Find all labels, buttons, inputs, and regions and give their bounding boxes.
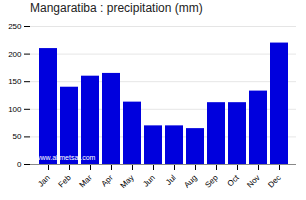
html-text:Mangaratiba : precipitation (m: Mangaratiba : precipitation (mm) <box>30 1 203 15</box>
svg-text:Jun: Jun <box>141 173 156 188</box>
svg-text:Apr: Apr <box>100 173 115 188</box>
svg-text:Feb: Feb <box>57 173 74 190</box>
svg-text:Aug: Aug <box>182 173 198 189</box>
svg-text:50: 50 <box>13 132 22 141</box>
svg-text:Jan: Jan <box>36 173 51 188</box>
svg-text:200: 200 <box>8 50 22 59</box>
svg-text:www.allmetsat.com: www.allmetsat.com <box>35 154 96 161</box>
svg-text:Oct: Oct <box>226 173 242 189</box>
svg-text:May: May <box>119 173 136 190</box>
svg-text:150: 150 <box>8 77 22 86</box>
svg-text:Jul: Jul <box>164 173 178 187</box>
svg-text:100: 100 <box>8 105 22 114</box>
svg-text:250: 250 <box>8 22 22 31</box>
svg-text:Sep: Sep <box>203 173 220 190</box>
svg-text:Dec: Dec <box>266 173 282 189</box>
svg-text:0: 0 <box>17 160 22 169</box>
svg-text:Nov: Nov <box>245 173 261 189</box>
svg-text:Mar: Mar <box>78 173 94 189</box>
